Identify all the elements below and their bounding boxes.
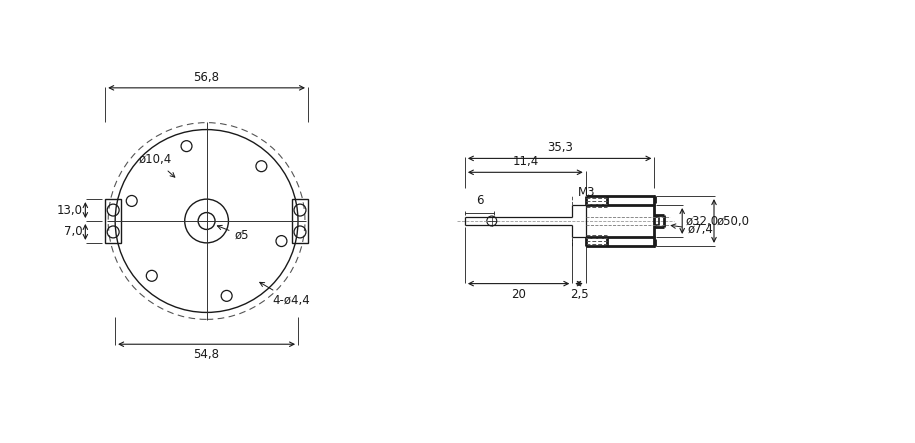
Bar xyxy=(105,199,121,243)
Text: 4-ø4,4: 4-ø4,4 xyxy=(260,282,310,307)
Text: 54,8: 54,8 xyxy=(194,348,220,361)
Text: 11,4: 11,4 xyxy=(512,155,538,168)
Text: ø10,4: ø10,4 xyxy=(139,153,175,177)
Text: ø50,0: ø50,0 xyxy=(717,214,750,228)
Text: M3: M3 xyxy=(578,186,596,199)
Text: 20: 20 xyxy=(511,288,526,301)
Text: 6: 6 xyxy=(476,194,483,207)
Text: 13,0: 13,0 xyxy=(57,204,82,217)
Text: 2,5: 2,5 xyxy=(570,288,588,301)
Text: 56,8: 56,8 xyxy=(194,71,220,84)
Bar xyxy=(292,199,308,243)
Text: ø32,0: ø32,0 xyxy=(685,214,718,228)
Text: ø5: ø5 xyxy=(218,225,249,242)
Text: ø7,4: ø7,4 xyxy=(672,223,713,236)
Text: 35,3: 35,3 xyxy=(547,141,573,155)
Text: 7,0: 7,0 xyxy=(64,225,82,238)
